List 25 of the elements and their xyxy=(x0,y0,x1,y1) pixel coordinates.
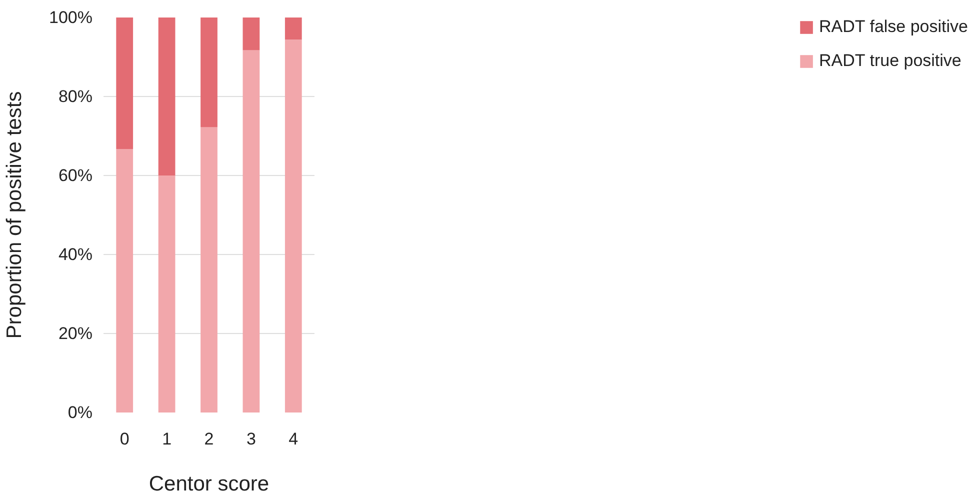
x-tick-label: 0 xyxy=(120,430,130,448)
y-tick-label: 80% xyxy=(58,87,93,106)
bar xyxy=(242,50,260,412)
y-tick-label: 60% xyxy=(58,166,93,185)
x-tick-label: 3 xyxy=(246,430,256,448)
bar xyxy=(200,18,218,128)
y-tick-label: 100% xyxy=(49,8,93,27)
legend-label: RADT true positive xyxy=(819,51,962,71)
bar xyxy=(242,18,260,50)
bar xyxy=(284,40,302,412)
x-axis-title: Centor score xyxy=(148,472,270,496)
x-tick-label: 2 xyxy=(204,430,214,448)
bar xyxy=(158,18,176,176)
bar xyxy=(200,127,218,412)
x-tick-label: 1 xyxy=(162,430,172,448)
y-tick-label: 0% xyxy=(68,403,93,422)
x-tick-label: 4 xyxy=(288,430,298,448)
legend-label: RADT false positive xyxy=(819,17,968,37)
bar xyxy=(116,18,134,150)
y-axis-title: Proportion of positive tests xyxy=(3,91,26,339)
bar xyxy=(116,149,134,412)
bar xyxy=(158,176,176,412)
y-tick-label: 20% xyxy=(58,324,93,343)
bar xyxy=(284,18,302,40)
y-tick-label: 40% xyxy=(58,245,93,264)
